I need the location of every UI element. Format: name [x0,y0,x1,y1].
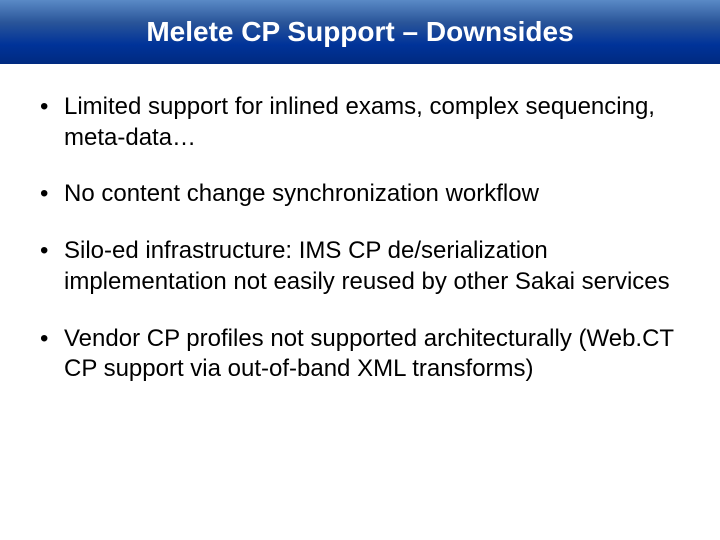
title-bar: Melete CP Support – Downsides [0,0,720,64]
slide-title: Melete CP Support – Downsides [146,16,573,48]
bullet-item: Limited support for inlined exams, compl… [36,92,684,153]
slide: Melete CP Support – Downsides Limited su… [0,0,720,540]
bullet-item: Silo-ed infrastructure: IMS CP de/serial… [36,236,684,297]
bullet-item: No content change synchronization workfl… [36,179,684,210]
slide-content: Limited support for inlined exams, compl… [0,64,720,385]
bullet-item: Vendor CP profiles not supported archite… [36,324,684,385]
bullet-list: Limited support for inlined exams, compl… [36,92,684,385]
